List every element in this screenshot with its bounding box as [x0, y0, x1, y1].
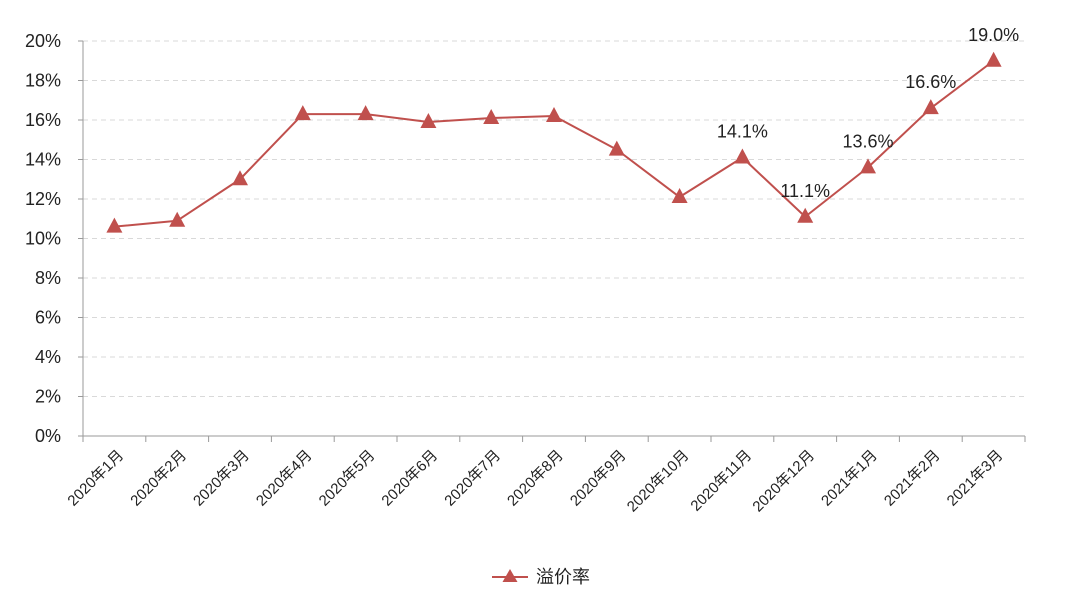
x-tick-label: 2020年8月 [504, 447, 567, 510]
x-tick-label: 2021年1月 [818, 447, 881, 510]
x-tick-label: 2021年3月 [944, 447, 1007, 510]
data-point-marker [860, 158, 876, 174]
data-point-marker [797, 207, 814, 223]
x-tick-label: 2020年4月 [253, 447, 316, 510]
data-label: 14.1% [717, 122, 768, 142]
data-point-marker [985, 51, 1002, 67]
x-tick-label: 2020年10月 [624, 447, 693, 516]
y-tick-label: 20% [25, 31, 61, 51]
data-point-marker [106, 217, 123, 233]
legend-label-0: 溢价率 [536, 567, 590, 587]
x-tick-label: 2020年12月 [749, 447, 818, 516]
data-point-marker [232, 170, 248, 186]
y-tick-label: 8% [35, 268, 61, 288]
axes: 0%2%4%6%8%10%12%14%16%18%20%2020年1月 2020年… [25, 31, 1026, 516]
y-tick-label: 12% [25, 189, 61, 209]
data-point-marker [608, 140, 625, 156]
x-tick-label: 2020年1月 [64, 447, 127, 510]
y-tick-label: 10% [25, 229, 61, 249]
y-tick-label: 14% [25, 150, 61, 170]
x-tick-label: 2021年2月 [881, 447, 944, 510]
data-point-marker [734, 148, 751, 164]
data-point-marker [294, 105, 311, 121]
data-point-marker [922, 99, 939, 115]
legend: 溢价率 [492, 567, 590, 587]
y-tick-label: 4% [35, 347, 61, 367]
y-tick-label: 6% [35, 308, 61, 328]
y-tick-label: 0% [35, 426, 61, 446]
data-label: 19.0% [968, 25, 1019, 45]
x-tick-label: 2020年2月 [127, 447, 190, 510]
x-tick-label: 2020年3月 [190, 447, 253, 510]
y-tick-label: 16% [25, 110, 61, 130]
data-point-marker [169, 211, 186, 227]
data-label: 13.6% [842, 131, 893, 151]
data-point-marker [483, 109, 500, 125]
x-tick-label: 2020年6月 [378, 447, 441, 510]
x-tick-label: 2020年11月 [687, 447, 755, 515]
y-tick-label: 2% [35, 387, 61, 407]
series-layer [106, 51, 1002, 233]
legend-marker [502, 569, 518, 582]
data-point-marker [671, 188, 688, 204]
data-labels: 14.1% 11.1% 13.6% 16.6% 19.0% [717, 25, 1019, 201]
x-tick-label: 2020年7月 [441, 447, 504, 510]
data-label: 16.6% [905, 72, 956, 92]
y-tick-label: 18% [25, 71, 61, 91]
x-tick-label: 2020年5月 [316, 447, 379, 510]
data-point-marker [546, 107, 562, 123]
gridlines [83, 40, 1025, 397]
x-tick-label: 2020年9月 [567, 447, 630, 510]
data-point-marker [357, 105, 374, 121]
data-label: 11.1% [780, 181, 830, 201]
data-point-marker [420, 112, 437, 128]
